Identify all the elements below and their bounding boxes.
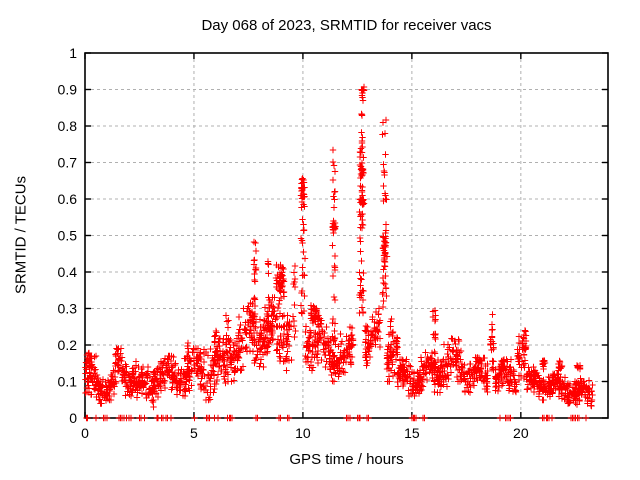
y-tick-label: 0.5 xyxy=(58,228,78,244)
x-tick-label: 5 xyxy=(190,425,198,441)
y-tick-label: 0.8 xyxy=(58,118,78,134)
y-tick-label: 0 xyxy=(69,410,77,426)
data-points xyxy=(82,83,596,422)
y-tick-label: 0.4 xyxy=(58,264,78,280)
x-tick-label: 20 xyxy=(513,425,529,441)
x-tick-label: 0 xyxy=(81,425,89,441)
y-tick-label: 0.3 xyxy=(58,301,78,317)
y-tick-label: 0.7 xyxy=(58,155,78,171)
y-tick-label: 1 xyxy=(69,45,77,61)
x-axis-label: GPS time / hours xyxy=(289,451,404,468)
x-tick-label: 15 xyxy=(404,425,420,441)
chart-title: Day 068 of 2023, SRMTID for receiver vac… xyxy=(201,17,492,34)
x-tick-label: 10 xyxy=(295,425,311,441)
y-tick-label: 0.2 xyxy=(58,337,78,353)
y-axis-label: SRMTID / TECUs xyxy=(12,175,30,295)
y-tick-label: 0.1 xyxy=(58,374,78,390)
y-tick-label: 0.9 xyxy=(58,82,78,98)
y-tick-label: 0.6 xyxy=(58,191,78,207)
